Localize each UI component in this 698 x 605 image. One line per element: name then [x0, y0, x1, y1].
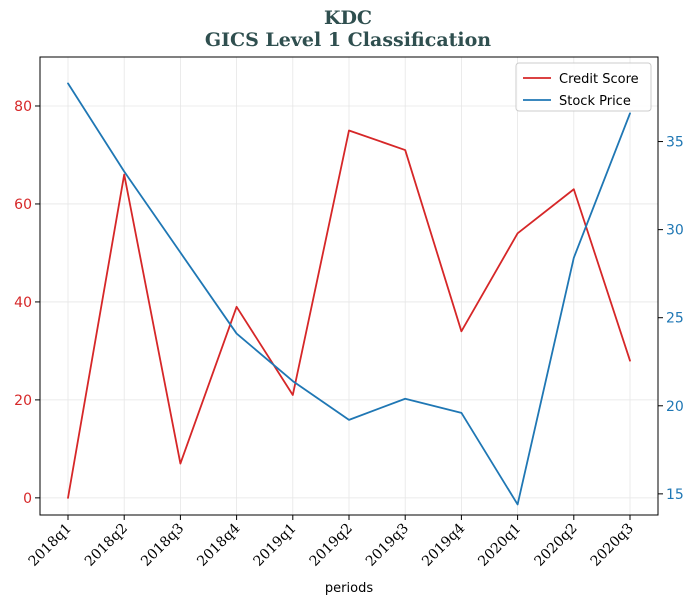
legend: Credit Score Stock Price: [515, 62, 652, 112]
series-lines: [67, 82, 631, 506]
right-tick-label: 30: [666, 223, 684, 239]
x-tick-label: 2018q4: [194, 520, 243, 569]
x-tick-label: 2018q3: [138, 521, 187, 570]
x-tick-label: 2020q3: [588, 521, 637, 570]
left-tick-label: 20: [14, 393, 32, 409]
x-tick-label: 2018q1: [26, 521, 75, 570]
x-tick-label: 2019q2: [307, 521, 356, 570]
legend-label: Stock Price: [559, 94, 631, 109]
right-tick-label: 25: [666, 311, 684, 327]
chart-title: KDC: [324, 7, 372, 29]
series-line-credit-score: [67, 129, 631, 499]
x-tick-label: 2020q2: [531, 521, 580, 570]
left-tick-label: 0: [23, 491, 32, 507]
right-axis-ticks: 15 20 25 30 35: [658, 135, 684, 503]
left-tick-label: 40: [14, 295, 32, 311]
left-axis-ticks: 0 20 40 60 80: [14, 99, 40, 507]
series-line-stock-price: [67, 82, 631, 506]
x-tick-label: 2019q3: [363, 521, 412, 570]
x-axis-label: periods: [325, 581, 373, 596]
x-tick-label: 2020q1: [475, 521, 524, 570]
x-tick-label: 2019q4: [419, 520, 468, 569]
left-tick-label: 80: [14, 99, 32, 115]
grid: [40, 57, 658, 515]
right-tick-label: 35: [666, 135, 684, 151]
chart-subtitle: GICS Level 1 Classification: [205, 29, 491, 51]
x-axis-ticks: 2018q1 2018q2 2018q3 2018q4 2019q1 2019q2 2019…: [26, 515, 637, 570]
left-tick-label: 60: [14, 197, 32, 213]
legend-label: Credit Score: [559, 72, 639, 87]
right-tick-label: 20: [666, 399, 684, 415]
legend-box: [515, 62, 652, 112]
right-tick-label: 15: [666, 487, 684, 503]
x-tick-label: 2019q1: [250, 521, 299, 570]
x-tick-label: 2018q2: [82, 521, 131, 570]
